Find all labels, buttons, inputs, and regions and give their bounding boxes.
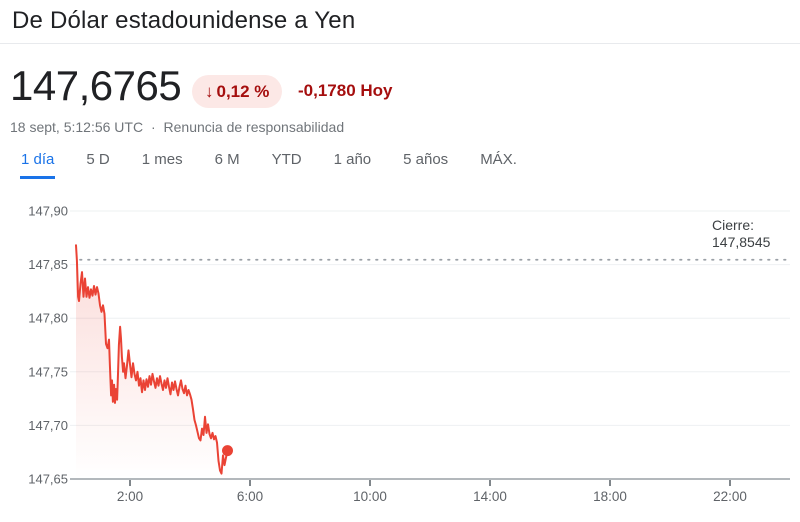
y-axis-label: 147,70 (28, 418, 68, 433)
previous-close-caption: Cierre: (712, 217, 755, 233)
x-axis-label: 10:00 (353, 489, 387, 504)
x-axis-label: 2:00 (117, 489, 143, 504)
page-title: De Dólar estadounidense a Yen (12, 7, 356, 34)
change-percent-badge: ↓ 0,12 % (192, 75, 283, 108)
down-arrow-icon: ↓ (205, 81, 214, 101)
disclaimer-link[interactable]: Renuncia de responsabilidad (163, 119, 345, 135)
price-chart[interactable]: 147,90 147,85 147,80 147,75 147,70 147,65 2:00… (0, 195, 800, 522)
quote-meta-line: 18 sept, 5:12:56 UTC · Renuncia de respo… (10, 119, 348, 135)
change-percent-value: 0,12 % (216, 81, 270, 101)
y-axis-label: 147,75 (28, 364, 68, 379)
previous-close-label: Cierre: 147,8545 (712, 217, 770, 251)
y-axis-label: 147,90 (28, 204, 68, 219)
current-point-dot (222, 445, 233, 457)
y-axis-label: 147,80 (28, 311, 68, 326)
current-price: 147,6765 (10, 62, 182, 109)
x-axis-label: 18:00 (593, 489, 627, 504)
x-axis-label: 22:00 (713, 489, 747, 504)
tab-6m[interactable]: 6 M (214, 150, 241, 179)
tab-1d[interactable]: 1 día (20, 150, 56, 179)
timestamp: 18 sept, 5:12:56 UTC (10, 119, 144, 135)
tab-1m[interactable]: 1 mes (141, 150, 184, 179)
previous-close-value: 147,8545 (712, 234, 771, 250)
price-chart-svg[interactable]: 147,90 147,85 147,80 147,75 147,70 147,65 2:00… (0, 195, 800, 522)
tab-max[interactable]: MÁX. (479, 150, 518, 179)
tab-1y[interactable]: 1 año (333, 150, 373, 179)
tab-ytd[interactable]: YTD (271, 150, 303, 179)
series-line (75, 244, 229, 475)
x-axis-label: 14:00 (473, 489, 507, 504)
tab-5y[interactable]: 5 años (402, 150, 449, 179)
y-axis-label: 147,85 (28, 257, 68, 272)
tab-5d[interactable]: 5 D (85, 150, 110, 179)
y-axis-label: 147,65 (28, 472, 68, 487)
header-divider (0, 43, 800, 44)
time-range-tabs: 1 día 5 D 1 mes 6 M YTD 1 año 5 años MÁX. (20, 150, 518, 179)
x-axis-label: 6:00 (237, 489, 263, 504)
change-amount: -0,1780 Hoy (298, 81, 393, 100)
series-area (76, 245, 228, 479)
meta-separator: · (150, 119, 156, 135)
